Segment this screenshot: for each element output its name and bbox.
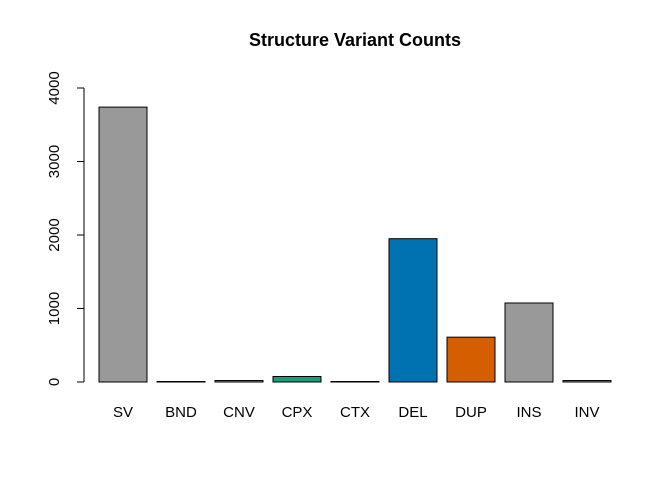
bar-inv [562,380,612,383]
y-tick-label: 1000 [46,292,63,325]
x-tick-label: DEL [398,404,427,421]
x-tick-label: DUP [455,404,487,421]
y-tick-label: 0 [46,378,63,386]
bar-del [388,238,438,383]
bar-ins [504,302,554,383]
x-tick-label: INV [574,404,599,421]
chart-title: Structure Variant Counts [249,30,461,50]
bars [98,106,612,383]
x-tick-label: SV [113,404,133,421]
x-tick-label: CNV [223,404,255,421]
y-tick-label: 2000 [46,218,63,251]
y-tick-label: 4000 [46,71,63,104]
y-axis: 0 1000 2000 3000 4000 [46,71,85,386]
bar-dup [446,336,496,383]
x-tick-label: CTX [340,404,370,421]
y-tick-label: 3000 [46,145,63,178]
x-tick-label: BND [165,404,197,421]
bar-sv [98,106,148,383]
x-axis-labels: SV BND CNV CPX CTX DEL DUP INS INV [113,404,600,421]
x-tick-label: CPX [282,404,313,421]
bar-cpx [272,375,322,383]
x-tick-label: INS [516,404,541,421]
bar-cnv [214,380,264,383]
bar-ctx [330,381,380,383]
bar-bnd [156,381,206,383]
